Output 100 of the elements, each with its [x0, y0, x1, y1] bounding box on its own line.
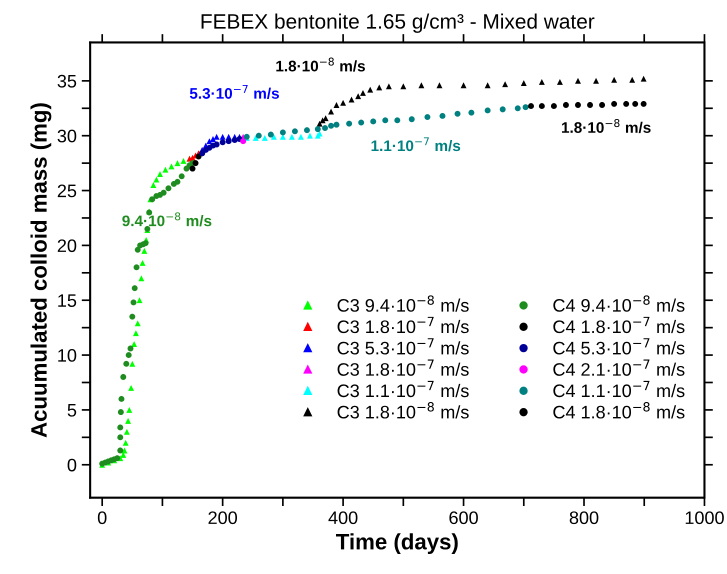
point: [328, 122, 334, 129]
point: [400, 83, 406, 90]
y-tick-label: 15: [58, 294, 76, 307]
point: [328, 108, 334, 115]
point: [376, 84, 382, 90]
point: [575, 78, 581, 84]
point: [468, 110, 474, 116]
y-axis-title: Acuumulated colloid mass (mg): [30, 103, 52, 438]
x-tick-label: 800: [570, 511, 598, 524]
point: [114, 455, 120, 462]
point: [160, 190, 167, 196]
point: [394, 117, 400, 124]
point: [138, 275, 144, 282]
point: [314, 126, 321, 132]
x-tick-label: 400: [328, 511, 358, 524]
point: [640, 100, 647, 107]
point: [322, 125, 328, 131]
point: [623, 100, 630, 107]
legend-label: C3 1.8·10$^{−7}$ m/s: [338, 316, 469, 334]
legend-label: C4 9.4·10$^{−8}$ m/s: [553, 295, 684, 312]
point: [611, 76, 618, 83]
point: [520, 80, 527, 86]
point: [192, 160, 198, 166]
y-tick-label: 5: [68, 404, 76, 417]
point: [550, 103, 557, 110]
point: [292, 128, 298, 134]
point: [346, 120, 352, 127]
point: [141, 248, 148, 254]
point: [196, 154, 202, 160]
point: [128, 385, 134, 391]
point: [214, 134, 220, 140]
point: [150, 182, 156, 188]
point: [270, 134, 277, 140]
point: [129, 360, 136, 367]
point: [120, 374, 126, 380]
y-tick-label: 35: [58, 74, 76, 88]
x-axis-title: Time (days): [336, 533, 458, 554]
point: [178, 173, 185, 180]
point: [117, 448, 124, 454]
point: [320, 117, 326, 124]
point: [125, 418, 132, 424]
point: [348, 96, 354, 102]
legend-label: C3 1.1·10$^{−7}$ m/s: [338, 380, 469, 398]
point: [174, 160, 180, 166]
y-tick-label: 20: [58, 239, 76, 252]
point: [382, 117, 388, 124]
legend-label: C4 5.3·10$^{−7}$ m/s: [553, 338, 684, 355]
point: [130, 299, 136, 306]
point: [514, 105, 521, 112]
point: [174, 178, 180, 185]
point: [126, 352, 132, 358]
x-tick-label: 200: [208, 511, 238, 524]
point: [268, 132, 274, 138]
point: [126, 406, 132, 413]
point: [122, 448, 128, 454]
point: [611, 100, 618, 107]
point: [157, 171, 163, 178]
point: [124, 428, 130, 435]
legend-label: C4 1.1·10$^{−7}$ m/s: [553, 380, 684, 398]
point: [129, 314, 136, 320]
point: [358, 120, 364, 126]
point: [538, 79, 545, 85]
y-tick-label: 0: [68, 458, 76, 472]
point: [587, 102, 593, 108]
point: [522, 104, 529, 110]
point: [226, 138, 232, 144]
point: [367, 86, 374, 93]
point: [122, 440, 129, 446]
point: [454, 110, 460, 117]
point: [599, 102, 606, 108]
point: [562, 102, 569, 108]
point: [440, 113, 446, 119]
annotation: 5.3·10$^{−7}$ m/s: [190, 85, 279, 99]
point: [502, 81, 508, 88]
point: [132, 330, 139, 336]
point: [210, 136, 216, 142]
x-tick-label: 600: [449, 511, 478, 524]
point: [153, 176, 160, 183]
legend-label: C4 1.8·10$^{−7}$ m/s: [553, 316, 684, 334]
point: [556, 79, 563, 85]
point: [140, 260, 146, 266]
point: [256, 132, 262, 139]
point: [408, 116, 415, 122]
annotation: 9.4·10$^{−8}$ m/s: [122, 212, 212, 226]
point: [165, 185, 172, 192]
point: [629, 76, 636, 83]
point: [134, 264, 140, 270]
point: [117, 434, 124, 440]
point: [360, 90, 366, 96]
legend-label: C3 1.8·10$^{−8}$ m/s: [338, 402, 469, 419]
point: [418, 82, 424, 88]
annotation: 1.8·10$^{−8}$ m/s: [276, 58, 365, 72]
point: [334, 102, 340, 108]
point: [132, 285, 138, 292]
point: [307, 132, 313, 139]
point: [117, 424, 124, 430]
point: [134, 320, 141, 326]
point: [528, 103, 534, 110]
point: [436, 82, 442, 88]
annotation: 1.8·10$^{−8}$ m/s: [562, 119, 651, 134]
